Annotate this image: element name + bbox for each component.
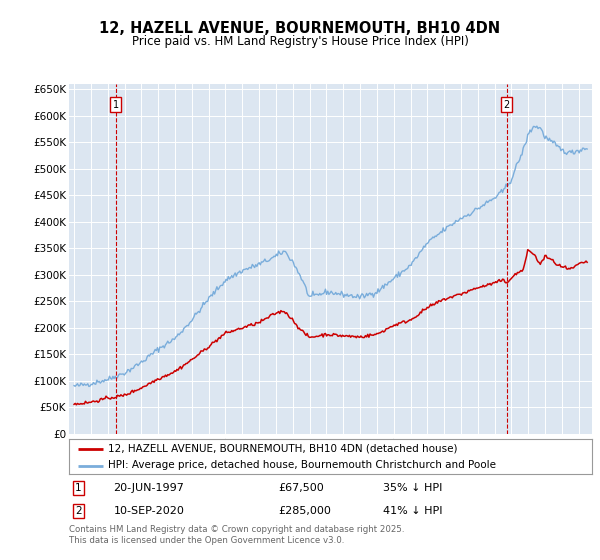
Text: 35% ↓ HPI: 35% ↓ HPI	[383, 483, 442, 493]
Text: HPI: Average price, detached house, Bournemouth Christchurch and Poole: HPI: Average price, detached house, Bour…	[108, 460, 496, 470]
Text: 12, HAZELL AVENUE, BOURNEMOUTH, BH10 4DN (detached house): 12, HAZELL AVENUE, BOURNEMOUTH, BH10 4DN…	[108, 444, 458, 454]
Text: £285,000: £285,000	[278, 506, 331, 516]
Text: 41% ↓ HPI: 41% ↓ HPI	[383, 506, 442, 516]
Text: 2: 2	[75, 506, 82, 516]
Text: 12, HAZELL AVENUE, BOURNEMOUTH, BH10 4DN: 12, HAZELL AVENUE, BOURNEMOUTH, BH10 4DN	[100, 21, 500, 36]
Text: 10-SEP-2020: 10-SEP-2020	[113, 506, 184, 516]
Text: 2: 2	[503, 100, 509, 110]
Text: £67,500: £67,500	[278, 483, 324, 493]
Text: Contains HM Land Registry data © Crown copyright and database right 2025.
This d: Contains HM Land Registry data © Crown c…	[69, 525, 404, 545]
Text: 1: 1	[113, 100, 119, 110]
Text: 20-JUN-1997: 20-JUN-1997	[113, 483, 184, 493]
Text: Price paid vs. HM Land Registry's House Price Index (HPI): Price paid vs. HM Land Registry's House …	[131, 35, 469, 48]
Text: 1: 1	[75, 483, 82, 493]
